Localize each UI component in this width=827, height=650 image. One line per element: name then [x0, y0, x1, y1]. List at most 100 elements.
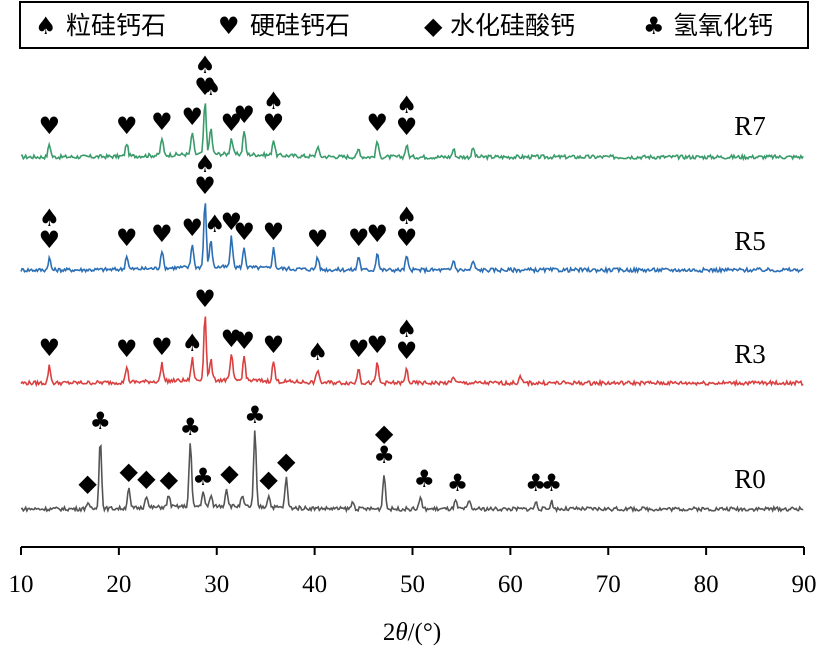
diamond-icon: ◆	[78, 469, 97, 497]
spade-icon: ♠	[194, 51, 216, 79]
x-axis-title: 2θ/(°)	[383, 619, 441, 646]
series-label-r7: R7	[734, 111, 766, 141]
heart-icon: ♥	[218, 12, 240, 40]
heart-icon: ♥	[194, 285, 216, 313]
legend-entry-heart: ♥ 硬硅钙石	[218, 11, 350, 40]
heart-icon: ♥	[348, 224, 370, 252]
diamond-icon: ◆	[375, 419, 394, 447]
legend-label-diamond: 水化硅酸钙	[450, 11, 575, 40]
heart-icon: ♥	[194, 73, 216, 101]
diamond-icon: ◆	[277, 447, 296, 475]
x-axis-title-prefix: 2	[383, 619, 396, 646]
heart-icon: ♥	[367, 331, 389, 359]
heart-icon: ♥	[116, 335, 138, 363]
diamond-icon: ◆	[220, 459, 239, 487]
heart-icon: ♥	[151, 333, 173, 361]
spade-icon: ♠	[263, 87, 285, 115]
heart-icon: ♥	[151, 108, 173, 136]
diamond-icon: ◆	[259, 465, 278, 493]
x-tick-label: 70	[596, 571, 621, 598]
heart-icon: ♥	[182, 214, 204, 242]
heart-icon: ♥	[233, 327, 255, 355]
series-label-r5: R5	[734, 226, 766, 256]
heart-icon: ♥	[221, 208, 243, 236]
series-r3: ♥ ♥ ♥ ♠♥♥♥ ♥ ♠ ♥♥ ♥♠R3	[20, 285, 804, 388]
spade-icon: ♠	[194, 150, 216, 178]
spade-icon: ♠	[396, 91, 418, 119]
heart-icon: ♥	[194, 172, 216, 200]
club-icon: ♣	[447, 469, 469, 497]
club-icon: ♣	[413, 465, 435, 493]
heart-icon: ♥	[39, 112, 61, 140]
x-tick-label: 40	[302, 571, 327, 598]
diamond-icon: ◆	[160, 465, 179, 493]
series-r7: ♥ ♥ ♥ ♥♥♠♠♥♥ ♥♠♥ ♥♠R7	[20, 51, 804, 162]
spade-icon: ♠	[35, 12, 57, 40]
heart-icon: ♥	[182, 103, 204, 131]
legend-entry-spade: ♠ 粒硅钙石	[35, 11, 166, 40]
club-icon: ♣	[192, 463, 214, 491]
heart-icon: ♥	[116, 112, 138, 140]
plot-area: ♥ ♥ ♥ ♥♥♠♠♥♥ ♥♠♥ ♥♠R7♥♠♥ ♥ ♥♥♠♠♥♥ ♥ ♥ ♥♥ ♥♠R5♥ ♥ ♥ ♠♥♥…	[20, 51, 804, 514]
legend-entry-club: ♣ 氢氧化钙	[643, 11, 773, 40]
x-tick-label: 90	[792, 571, 817, 598]
diamond-icon: ◆	[137, 464, 156, 492]
series-r5: ♥♠♥ ♥ ♥♥♠♠♥♥ ♥ ♥ ♥♥ ♥♠R5	[20, 150, 804, 275]
series-r0: ◆♣◆ ◆ ◆♣♣ ◆♣◆◆ ♣◆♣ ♣ ♣♣ R0	[20, 401, 804, 514]
series-line-r7	[20, 103, 804, 162]
spade-icon: ♠	[307, 338, 329, 366]
legend-label-spade: 粒硅钙石	[66, 11, 166, 40]
series-line-r0	[20, 430, 804, 514]
legend-box	[19, 1, 809, 49]
series-label-r3: R3	[734, 339, 766, 369]
heart-icon: ♥	[233, 218, 255, 246]
heart-icon: ♥	[263, 331, 285, 359]
series-line-r5	[20, 203, 804, 275]
legend-label-heart: 硬硅钙石	[250, 11, 350, 40]
heart-icon: ♥	[116, 224, 138, 252]
spade-icon: ♠	[396, 315, 418, 343]
spade-icon: ♠	[39, 204, 61, 232]
spade-icon: ♠	[182, 329, 204, 357]
club-icon: ♣	[373, 441, 395, 469]
club-icon: ♣	[525, 469, 547, 497]
heart-icon: ♥	[263, 218, 285, 246]
heart-icon: ♥	[233, 101, 255, 129]
heart-icon: ♥	[151, 220, 173, 248]
club-icon: ♣	[180, 413, 202, 441]
club-icon: ♣	[244, 401, 266, 429]
x-tick-label: 80	[694, 571, 719, 598]
spade-icon: ♠	[200, 73, 222, 101]
heart-icon: ♥	[396, 337, 418, 365]
legend: ♠ 粒硅钙石 ♥ 硬硅钙石 ◆ 水化硅酸钙 ♣ 氢氧化钙	[19, 1, 809, 49]
x-tick-label: 60	[498, 571, 523, 598]
heart-icon: ♥	[367, 109, 389, 137]
heart-icon: ♥	[39, 334, 61, 362]
x-tick-label: 50	[400, 571, 425, 598]
heart-icon: ♥	[263, 109, 285, 137]
series-line-r3	[20, 316, 804, 388]
club-icon: ♣	[90, 407, 112, 435]
x-axis: 10 20 30 40 50 60 70 80 90 2θ/(°)	[9, 546, 817, 646]
heart-icon: ♥	[307, 225, 329, 253]
diamond-icon: ◆	[424, 12, 443, 40]
spade-icon: ♠	[204, 210, 226, 238]
diamond-icon: ◆	[119, 457, 138, 485]
series-label-r0: R0	[734, 464, 766, 494]
heart-icon: ♥	[396, 224, 418, 252]
heart-icon: ♥	[396, 113, 418, 141]
club-icon: ♣	[541, 469, 563, 497]
heart-icon: ♥	[348, 335, 370, 363]
x-tick-label: 10	[9, 571, 34, 598]
club-icon: ♣	[643, 12, 665, 40]
x-axis-title-suffix: /(°)	[408, 619, 442, 646]
heart-icon: ♥	[221, 109, 243, 137]
heart-icon: ♥	[221, 325, 243, 353]
spade-icon: ♠	[396, 202, 418, 230]
heart-icon: ♥	[367, 220, 389, 248]
heart-icon: ♥	[39, 226, 61, 254]
legend-label-club: 氢氧化钙	[673, 11, 773, 40]
x-tick-label: 20	[106, 571, 131, 598]
x-axis-ticks: 10 20 30 40 50 60 70 80 90	[9, 547, 817, 598]
